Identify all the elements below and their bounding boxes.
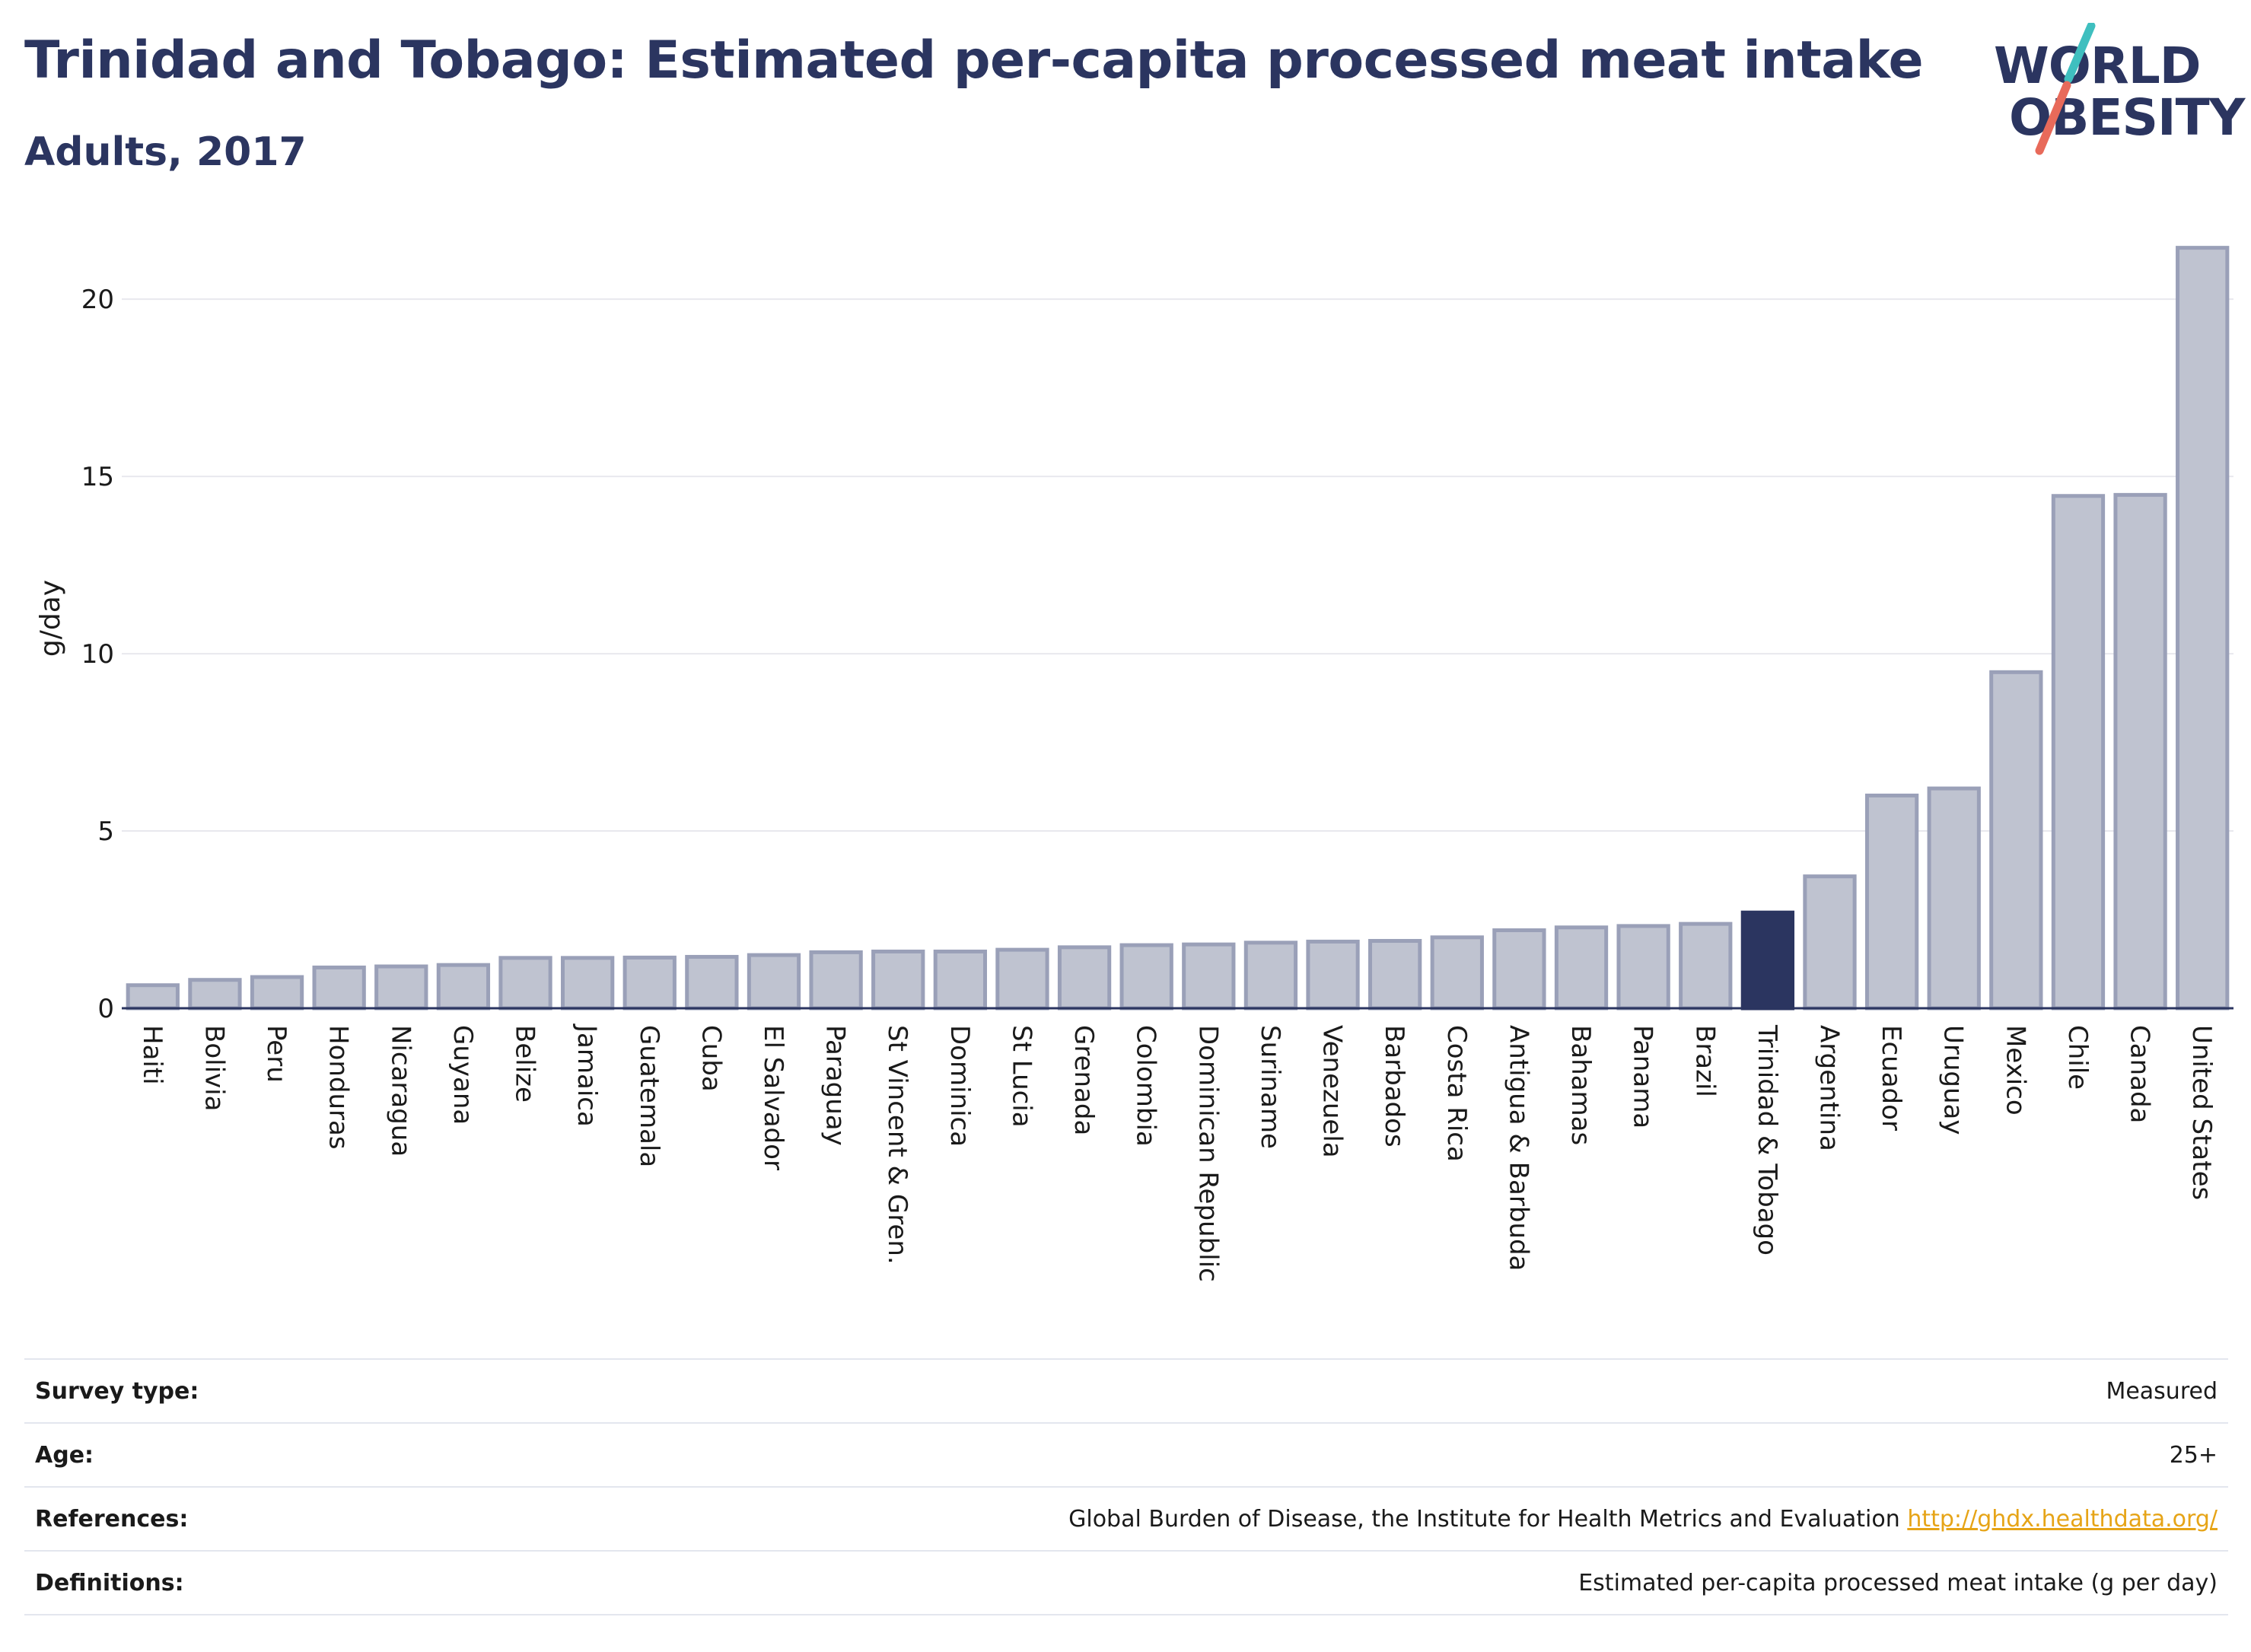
bar-belize bbox=[498, 956, 552, 1011]
x-tick-label: El Salvador bbox=[758, 1025, 788, 1170]
info-value-text: Measured bbox=[2106, 1377, 2218, 1405]
info-value: 25+ bbox=[2170, 1442, 2228, 1469]
x-tick-label: Colombia bbox=[1131, 1025, 1161, 1147]
info-row: Age: 25+ bbox=[24, 1422, 2228, 1486]
x-tick-label: Venezuela bbox=[1317, 1025, 1348, 1158]
chart-subtitle: Adults, 2017 bbox=[24, 129, 307, 175]
info-value: Global Burden of Disease, the Institute … bbox=[1068, 1506, 2228, 1533]
x-tick-label: Bolivia bbox=[199, 1025, 229, 1111]
x-tick-label: Suriname bbox=[1255, 1025, 1285, 1149]
bar-guatemala bbox=[622, 955, 677, 1011]
info-label: Survey type: bbox=[35, 1377, 199, 1405]
bar-trinidad-tobago bbox=[1740, 910, 1795, 1011]
bar-barbados bbox=[1368, 938, 1422, 1011]
x-tick-label: Peru bbox=[261, 1025, 291, 1083]
x-tick-label: Barbados bbox=[1379, 1025, 1409, 1147]
x-tick-label: Antigua & Barbuda bbox=[1503, 1025, 1533, 1271]
bar-el-salvador bbox=[747, 953, 801, 1011]
x-tick-label: Uruguay bbox=[1938, 1025, 1969, 1135]
x-tick-label: Trinidad & Tobago bbox=[1752, 1024, 1782, 1256]
x-tick-label: St Vincent & Gren. bbox=[882, 1025, 912, 1265]
info-value-text: 25+ bbox=[2169, 1441, 2218, 1469]
bar-honduras bbox=[312, 965, 366, 1011]
y-tick-label: 0 bbox=[97, 994, 114, 1024]
info-value-text: Global Burden of Disease, the Institute … bbox=[1068, 1505, 1900, 1533]
info-value: Measured bbox=[2106, 1378, 2228, 1405]
bar-colombia bbox=[1119, 943, 1173, 1011]
logo-slash-icon bbox=[2035, 23, 2096, 155]
y-tick-label: 15 bbox=[81, 462, 114, 492]
x-tick-label: Guatemala bbox=[634, 1025, 664, 1167]
x-tick-label: Jamaica bbox=[572, 1023, 602, 1127]
bar-argentina bbox=[1803, 874, 1857, 1011]
x-tick-label: Bahamas bbox=[1565, 1025, 1596, 1145]
info-row: Definitions: Estimated per-capita process… bbox=[24, 1550, 2228, 1615]
x-tick-label: Honduras bbox=[323, 1025, 354, 1150]
bar-antigua-barbuda bbox=[1492, 928, 1546, 1011]
bar-peru bbox=[250, 975, 304, 1011]
bar-grenada bbox=[1057, 945, 1112, 1011]
x-tick-label: Ecuador bbox=[1876, 1025, 1906, 1131]
x-tick-label: Cuba bbox=[696, 1025, 726, 1092]
bar-suriname bbox=[1243, 941, 1298, 1011]
bar-dominican-republic bbox=[1182, 942, 1236, 1011]
x-tick-label: Dominica bbox=[944, 1025, 975, 1147]
x-tick-label: Guyana bbox=[447, 1025, 478, 1125]
bar-haiti bbox=[126, 983, 180, 1011]
bar-bolivia bbox=[188, 978, 242, 1011]
bar-canada bbox=[2113, 492, 2167, 1011]
info-row: Survey type: Measured bbox=[24, 1358, 2228, 1422]
info-label: Age: bbox=[35, 1441, 94, 1469]
bar-guyana bbox=[436, 963, 491, 1011]
bar-panama bbox=[1616, 924, 1670, 1011]
logo-line-1: WORLD bbox=[1994, 37, 2202, 95]
x-tick-label: Costa Rica bbox=[1441, 1025, 1472, 1162]
bar-uruguay bbox=[1927, 786, 1981, 1011]
x-tick-label: Brazil bbox=[1689, 1025, 1720, 1097]
info-row: References: Global Burden of Disease, the… bbox=[24, 1486, 2228, 1550]
x-tick-label: St Lucia bbox=[1006, 1025, 1036, 1128]
y-tick-label: 10 bbox=[81, 639, 114, 670]
chart-title: Trinidad and Tobago: Estimated per-capit… bbox=[24, 30, 1924, 91]
info-value-text: Estimated per-capita processed meat inta… bbox=[1578, 1569, 2218, 1596]
bar-ecuador bbox=[1864, 793, 1919, 1011]
info-table: Survey type: Measured Age: 25+ References: Gl… bbox=[24, 1358, 2228, 1615]
bar-mexico bbox=[1989, 670, 2043, 1011]
bar-cuba bbox=[685, 954, 739, 1011]
x-tick-label: Panama bbox=[1628, 1025, 1658, 1128]
bar-chart: 0 5 10 15 20 g/day Haiti Bolivia Peru Honduras Nic… bbox=[35, 246, 2233, 1282]
bar-united-states bbox=[2176, 246, 2230, 1011]
x-tick-label: Argentina bbox=[1813, 1025, 1844, 1151]
x-tick-label: Haiti bbox=[137, 1025, 167, 1085]
y-tick-label: 5 bbox=[97, 816, 114, 847]
bar-paraguay bbox=[809, 950, 863, 1011]
y-tick-label: 20 bbox=[81, 285, 114, 315]
bar-dominica bbox=[933, 949, 987, 1011]
bar-costa-rica bbox=[1430, 935, 1484, 1011]
info-label: Definitions: bbox=[35, 1569, 184, 1596]
x-tick-label: United States bbox=[2186, 1025, 2217, 1200]
info-value: Estimated per-capita processed meat inta… bbox=[1578, 1570, 2228, 1596]
info-label: References: bbox=[35, 1505, 189, 1533]
bar-chile bbox=[2051, 494, 2106, 1011]
bar-st-lucia bbox=[995, 947, 1049, 1011]
x-tick-label: Belize bbox=[510, 1025, 540, 1103]
x-tick-label: Paraguay bbox=[820, 1025, 851, 1146]
x-tick-label: Grenada bbox=[1068, 1025, 1099, 1135]
bar-brazil bbox=[1679, 921, 1733, 1011]
bar-nicaragua bbox=[374, 964, 428, 1011]
bar-venezuela bbox=[1306, 939, 1360, 1011]
x-tick-label: Chile bbox=[2062, 1025, 2093, 1090]
x-tick-label: Mexico bbox=[2000, 1025, 2030, 1116]
x-tick-label: Nicaragua bbox=[385, 1025, 415, 1157]
x-tick-label: Dominican Republic bbox=[1192, 1025, 1223, 1282]
bar-jamaica bbox=[560, 956, 615, 1011]
y-axis-label: g/day bbox=[35, 580, 66, 657]
reference-link[interactable]: http://ghdx.healthdata.org/ bbox=[1907, 1505, 2218, 1533]
bar-st-vincent-gren- bbox=[871, 949, 925, 1011]
world-obesity-logo: WORLD OBESITY bbox=[1979, 23, 2245, 167]
x-tick-label: Canada bbox=[2125, 1025, 2155, 1123]
bar-bahamas bbox=[1554, 925, 1609, 1011]
